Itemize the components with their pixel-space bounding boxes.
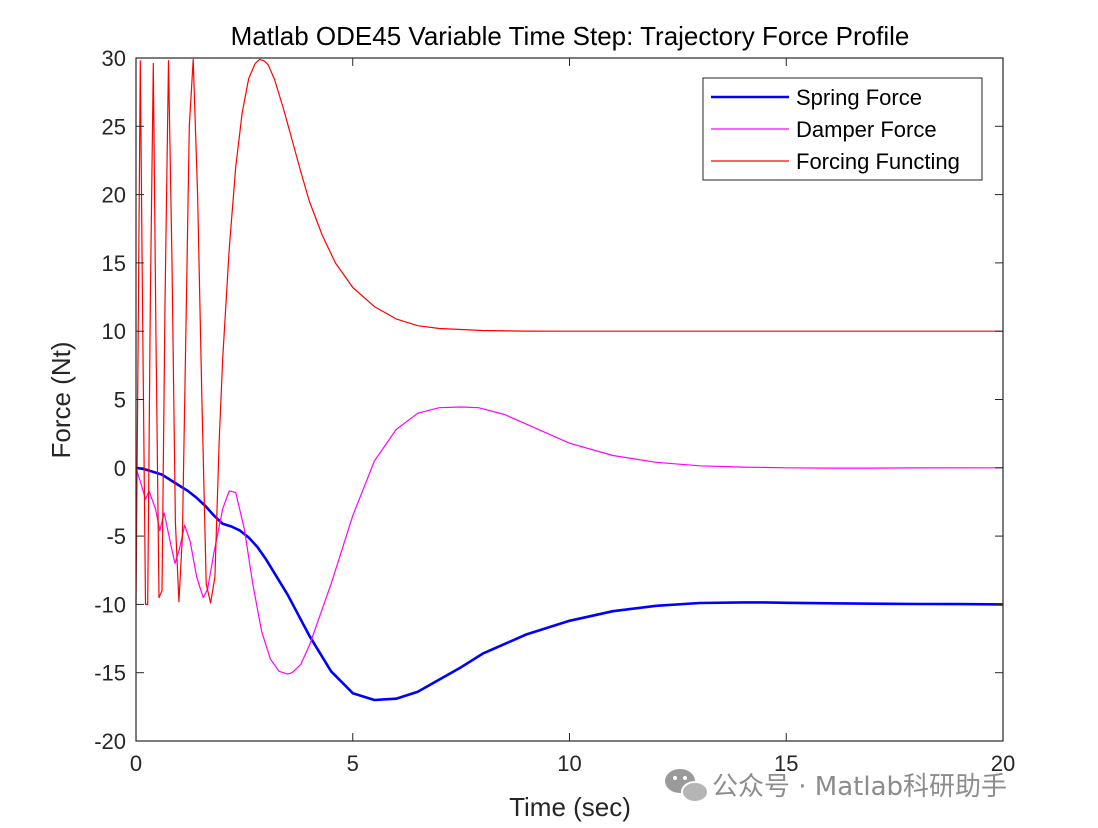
y-tick-label: -5 [106,524,126,549]
x-tick-label: 0 [130,751,142,776]
y-tick-label: 25 [102,114,126,139]
y-tick-label: 10 [102,319,126,344]
ticks-layer: 0 5 10 15 20 -20 -15 -10 -5 0 5 10 15 20 25 30 [94,46,1015,776]
y-tick-label: -20 [94,729,126,754]
x-tick-label: 5 [347,751,359,776]
y-axis-label: Force (Nt) [46,342,76,459]
y-tick-label: 0 [114,456,126,481]
y-tick-label: -15 [94,661,126,686]
series-line-damper-force [135,406,1004,675]
series-line-forcing-functing [135,58,1003,605]
series-layer [135,58,1004,702]
x-tick-label: 10 [557,751,581,776]
plot-area: 0 5 10 15 20 -20 -15 -10 -5 0 5 10 15 20 25 30 [94,46,1015,776]
y-tick-label: 20 [102,183,126,208]
y-tick-label: -10 [94,592,126,617]
x-axis-label: Time (sec) [509,792,631,822]
legend-label-damper-force: Damper Force [796,117,937,142]
legend-label-spring-force: Spring Force [796,85,922,110]
legend-label-forcing-functing: Forcing Functing [796,149,960,174]
watermark-text: 公众号 · Matlab科研助手 [712,772,1007,802]
series-line-spring-force [135,466,1004,702]
chart-title: Matlab ODE45 Variable Time Step: Traject… [231,21,910,51]
x-tick-label: 20 [991,751,1015,776]
legend: Spring Force Damper Force Forcing Functi… [702,77,983,181]
wechat-icon [665,769,709,803]
watermark: 公众号 · Matlab科研助手 [665,769,1007,803]
x-tick-label: 15 [774,751,798,776]
y-tick-label: 15 [102,251,126,276]
y-tick-label: 5 [114,388,126,413]
y-tick-label: 30 [102,46,126,71]
